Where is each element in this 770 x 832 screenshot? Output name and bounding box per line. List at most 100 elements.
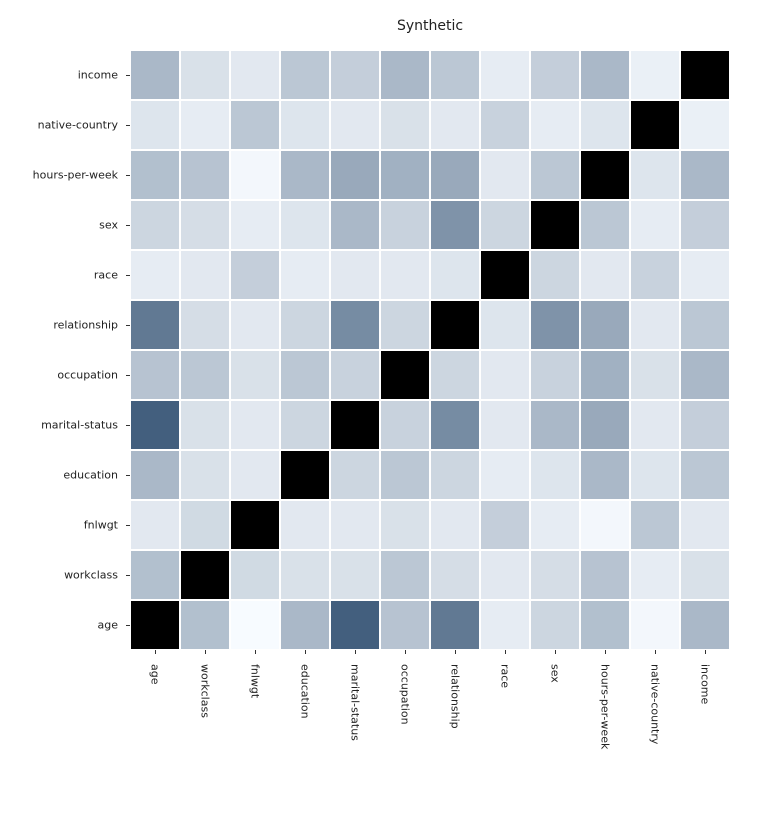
heatmap-cell bbox=[480, 400, 530, 450]
heatmap-cell bbox=[230, 300, 280, 350]
heatmap-cell bbox=[430, 50, 480, 100]
heatmap-cell bbox=[280, 300, 330, 350]
heatmap-grid bbox=[130, 50, 730, 650]
heatmap-cell bbox=[630, 100, 680, 150]
x-tickmark bbox=[655, 650, 656, 654]
x-tick-label: marital-status bbox=[349, 664, 362, 741]
heatmap-cell bbox=[630, 350, 680, 400]
heatmap-cell bbox=[130, 550, 180, 600]
heatmap-cell bbox=[380, 300, 430, 350]
heatmap-cell bbox=[130, 200, 180, 250]
x-tick-label: race bbox=[499, 664, 512, 688]
y-tick-label: income bbox=[0, 69, 118, 82]
heatmap-cell bbox=[180, 350, 230, 400]
heatmap-cell bbox=[530, 350, 580, 400]
heatmap-cell bbox=[430, 500, 480, 550]
heatmap-cell bbox=[530, 600, 580, 650]
heatmap-cell bbox=[680, 250, 730, 300]
heatmap-cell bbox=[180, 250, 230, 300]
heatmap-cell bbox=[430, 350, 480, 400]
heatmap-cell bbox=[180, 50, 230, 100]
heatmap-cell bbox=[380, 200, 430, 250]
heatmap-cell bbox=[330, 150, 380, 200]
y-tickmark bbox=[126, 575, 130, 576]
heatmap-cell bbox=[230, 150, 280, 200]
heatmap-cell bbox=[480, 450, 530, 500]
heatmap-cell bbox=[680, 200, 730, 250]
heatmap-cell bbox=[330, 100, 380, 150]
y-tick-label: sex bbox=[0, 219, 118, 232]
y-tick-label: native-country bbox=[0, 119, 118, 132]
heatmap-cell bbox=[380, 600, 430, 650]
heatmap-cell bbox=[530, 50, 580, 100]
heatmap-cell bbox=[480, 550, 530, 600]
heatmap-cell bbox=[480, 250, 530, 300]
heatmap-cell bbox=[330, 50, 380, 100]
heatmap-cell bbox=[580, 250, 630, 300]
heatmap-cell bbox=[230, 500, 280, 550]
heatmap-cell bbox=[430, 550, 480, 600]
heatmap-cell bbox=[430, 400, 480, 450]
x-tick-label: hours-per-week bbox=[599, 664, 612, 749]
heatmap-cell bbox=[330, 600, 380, 650]
x-tick-label: sex bbox=[549, 664, 562, 683]
heatmap-cell bbox=[580, 500, 630, 550]
heatmap-cell bbox=[130, 400, 180, 450]
heatmap-cell bbox=[630, 150, 680, 200]
heatmap-cell bbox=[530, 300, 580, 350]
x-tick-label: income bbox=[699, 664, 712, 704]
heatmap-cell bbox=[630, 500, 680, 550]
heatmap-cell bbox=[330, 400, 380, 450]
y-tick-label: education bbox=[0, 469, 118, 482]
heatmap-cell bbox=[330, 450, 380, 500]
y-tickmark bbox=[126, 625, 130, 626]
heatmap-cell bbox=[680, 550, 730, 600]
y-tick-label: fnlwgt bbox=[0, 519, 118, 532]
heatmap-cell bbox=[280, 600, 330, 650]
heatmap-cell bbox=[180, 450, 230, 500]
heatmap-cell bbox=[680, 150, 730, 200]
y-tick-label: hours-per-week bbox=[0, 169, 118, 182]
heatmap-cell bbox=[680, 450, 730, 500]
heatmap-cell bbox=[430, 450, 480, 500]
heatmap-cell bbox=[380, 400, 430, 450]
y-tickmark bbox=[126, 475, 130, 476]
heatmap-cell bbox=[330, 250, 380, 300]
heatmap-cell bbox=[630, 400, 680, 450]
y-tick-label: marital-status bbox=[0, 419, 118, 432]
x-tick-label: workclass bbox=[199, 664, 212, 718]
heatmap-cell bbox=[430, 150, 480, 200]
heatmap-cell bbox=[430, 250, 480, 300]
heatmap-cell bbox=[580, 400, 630, 450]
y-tick-label: race bbox=[0, 269, 118, 282]
heatmap-cell bbox=[280, 450, 330, 500]
heatmap-cell bbox=[580, 100, 630, 150]
x-tickmark bbox=[705, 650, 706, 654]
heatmap-cell bbox=[380, 550, 430, 600]
heatmap-cell bbox=[130, 150, 180, 200]
heatmap-cell bbox=[130, 350, 180, 400]
heatmap-cell bbox=[680, 500, 730, 550]
heatmap-cell bbox=[530, 200, 580, 250]
heatmap-cell bbox=[630, 300, 680, 350]
heatmap-cell bbox=[480, 350, 530, 400]
heatmap-cell bbox=[130, 300, 180, 350]
chart-container: Synthetic incomenative-countryhours-per-… bbox=[0, 0, 770, 832]
heatmap-cell bbox=[130, 600, 180, 650]
y-tickmark bbox=[126, 275, 130, 276]
heatmap-cell bbox=[180, 600, 230, 650]
heatmap-cell bbox=[230, 550, 280, 600]
heatmap-cell bbox=[280, 100, 330, 150]
heatmap-cell bbox=[130, 50, 180, 100]
x-tick-label: age bbox=[149, 664, 162, 685]
x-tick-label: native-country bbox=[649, 664, 662, 744]
heatmap-cell bbox=[530, 550, 580, 600]
heatmap-cell bbox=[430, 200, 480, 250]
y-tickmark bbox=[126, 225, 130, 226]
x-tick-label: occupation bbox=[399, 664, 412, 725]
x-tick-label: education bbox=[299, 664, 312, 719]
heatmap-cell bbox=[530, 450, 580, 500]
heatmap-cell bbox=[280, 350, 330, 400]
heatmap-cell bbox=[580, 200, 630, 250]
heatmap-cell bbox=[480, 50, 530, 100]
